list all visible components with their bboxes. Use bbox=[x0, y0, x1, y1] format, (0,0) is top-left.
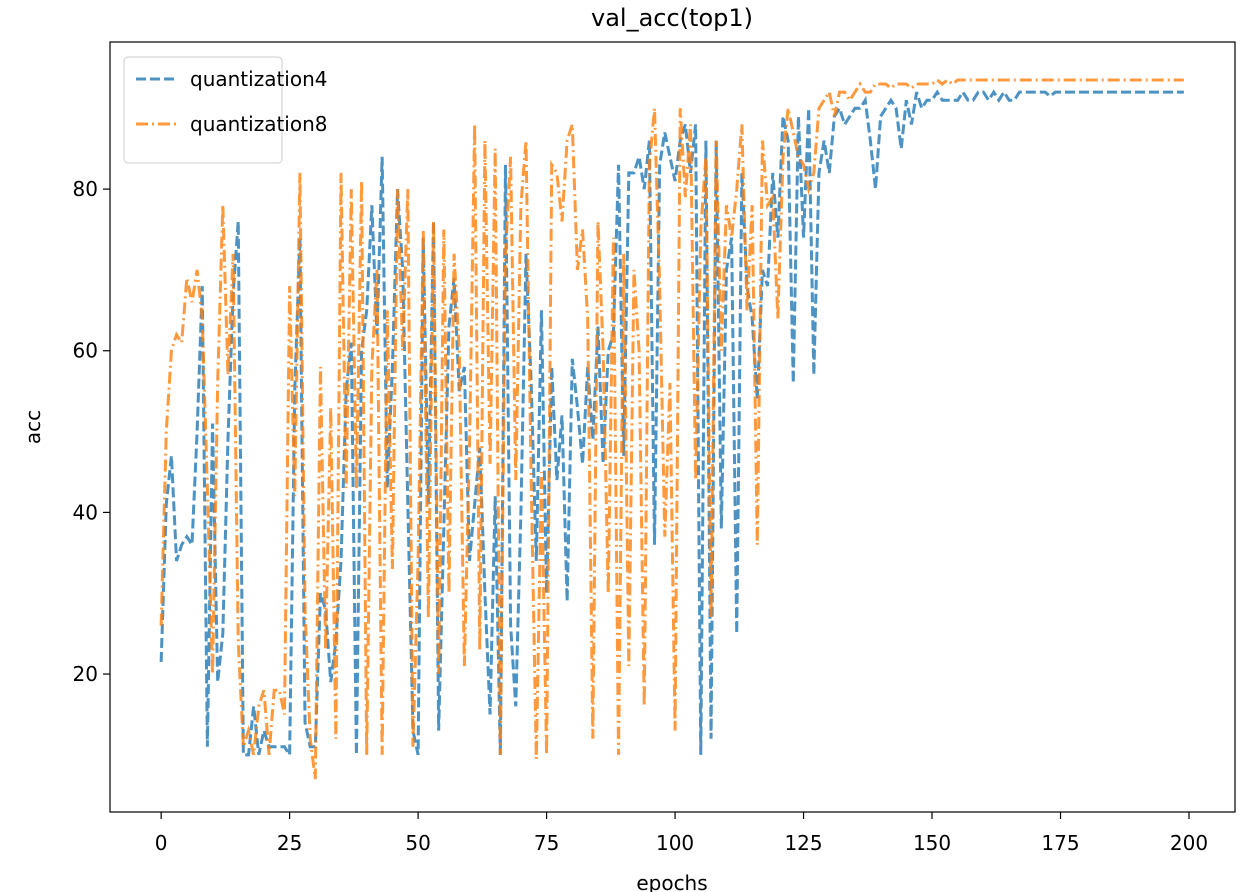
x-axis-label: epochs bbox=[636, 871, 707, 892]
x-tick-label: 200 bbox=[1170, 831, 1208, 855]
x-tick-label: 100 bbox=[656, 831, 694, 855]
x-tick-label: 50 bbox=[405, 831, 430, 855]
legend-label: quantization4 bbox=[190, 67, 328, 91]
x-tick-label: 25 bbox=[277, 831, 302, 855]
y-axis-label: acc bbox=[21, 410, 45, 444]
line-series bbox=[159, 89, 1184, 760]
x-tick-label: 150 bbox=[913, 831, 951, 855]
x-tick-label: 0 bbox=[155, 831, 168, 855]
x-tick-label: 75 bbox=[534, 831, 559, 855]
x-tick-label: 175 bbox=[1041, 831, 1079, 855]
y-tick-label: 80 bbox=[73, 177, 98, 201]
legend-label: quantization8 bbox=[190, 112, 328, 136]
x-tick-label: 125 bbox=[784, 831, 822, 855]
y-tick-label: 20 bbox=[73, 662, 98, 686]
y-tick-label: 60 bbox=[73, 339, 98, 363]
chart-title: val_acc(top1) bbox=[591, 4, 753, 32]
y-tick-label: 40 bbox=[73, 500, 98, 524]
legend-box bbox=[123, 56, 283, 164]
line-series bbox=[159, 78, 1184, 780]
plot-frame bbox=[109, 41, 1236, 813]
